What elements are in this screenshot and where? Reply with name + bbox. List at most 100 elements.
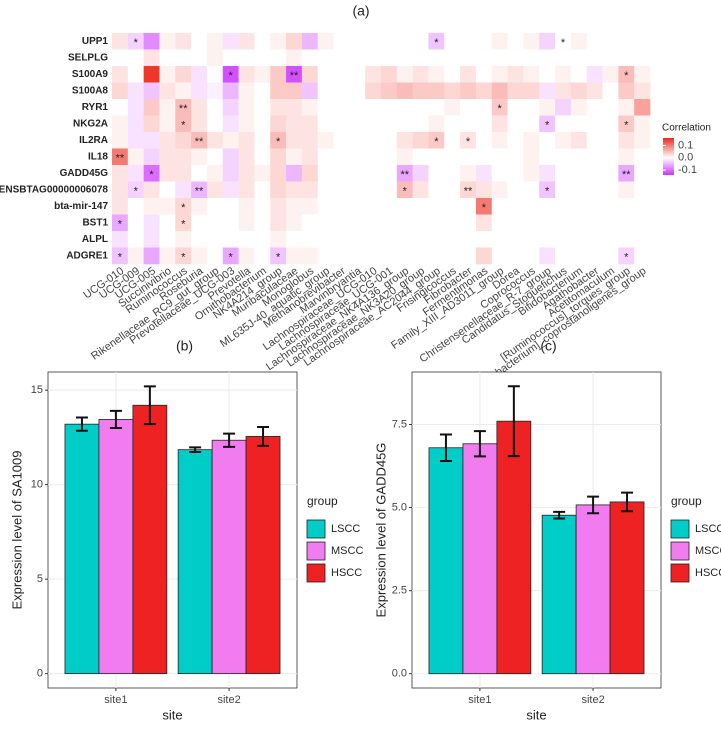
heat-cell <box>365 33 382 50</box>
heat-cell <box>586 247 603 265</box>
heat-cell <box>396 198 413 215</box>
heat-cell <box>444 49 461 67</box>
heat-cell <box>539 231 556 248</box>
heat-cell <box>286 82 303 100</box>
heat-cell <box>634 33 651 50</box>
heat-cell <box>396 115 413 133</box>
heat-cell <box>238 99 255 116</box>
heat-cell <box>254 148 271 166</box>
row-label: RYR1 <box>82 102 109 113</box>
heat-cell <box>317 115 334 133</box>
heat-cell <box>507 132 524 149</box>
heat-cell <box>301 231 319 248</box>
heat-cell <box>112 148 129 166</box>
heat-cell <box>523 198 540 215</box>
heat-cell <box>317 66 334 83</box>
heat-cell <box>412 165 429 182</box>
heat-cell <box>412 247 429 265</box>
legend-key <box>670 519 690 539</box>
heat-cell <box>586 99 603 116</box>
heat-cell <box>539 132 556 149</box>
heat-cell <box>475 148 493 166</box>
heat-cell <box>634 115 651 133</box>
y-axis-title: Expression level of GADD45G <box>373 443 388 618</box>
heat-cell <box>175 247 192 265</box>
heat-cell <box>618 66 635 83</box>
row-label: BST1 <box>82 217 108 228</box>
heat-cell <box>301 99 319 116</box>
heat-cell <box>444 247 461 265</box>
colorbar-tick-label: 0.1 <box>678 139 693 151</box>
heat-cell <box>238 33 255 50</box>
heat-cell <box>507 49 524 67</box>
heat-cell <box>618 115 635 133</box>
heat-cell <box>301 132 319 149</box>
heat-cell <box>301 165 319 182</box>
heat-cell <box>254 66 271 83</box>
heat-cell <box>286 231 303 248</box>
heat-cell <box>143 132 160 149</box>
y-tick-label: 15 <box>31 384 43 396</box>
heat-cell <box>317 132 334 149</box>
heat-cell <box>555 66 572 83</box>
heat-cell <box>475 115 493 133</box>
heat-cell <box>127 165 144 182</box>
heat-cell <box>381 115 398 133</box>
significance-mark: * <box>181 252 186 264</box>
heat-cell <box>602 181 619 199</box>
heat-cell <box>333 99 350 116</box>
heat-cell <box>428 132 445 149</box>
heat-cell <box>127 198 144 215</box>
significance-mark: ** <box>622 169 631 181</box>
heat-cell <box>602 49 619 67</box>
heat-cell <box>412 198 429 215</box>
heat-cell <box>475 214 493 232</box>
legend-title: Correlation <box>662 123 711 134</box>
heat-cell <box>412 33 429 50</box>
heat-cell <box>523 231 540 248</box>
row-label: ALPL <box>82 234 108 245</box>
heat-cell <box>238 214 255 232</box>
heat-cell <box>586 82 603 100</box>
heat-cell <box>159 247 176 265</box>
heat-cell <box>475 165 493 182</box>
heat-cell <box>159 181 176 199</box>
error-bar <box>109 409 122 429</box>
heat-cell <box>555 165 572 182</box>
heat-cell <box>175 115 192 133</box>
heat-cell <box>365 198 382 215</box>
heat-cell <box>381 231 398 248</box>
row-label: ADGRE1 <box>66 250 108 261</box>
heat-cell <box>412 132 429 149</box>
heat-cell <box>507 99 524 116</box>
heat-cell <box>301 181 319 199</box>
heat-cell <box>143 165 160 182</box>
row-label: bta-mir-147 <box>54 201 108 212</box>
heat-cell <box>238 115 255 133</box>
heat-cell <box>460 181 477 199</box>
heat-cell <box>175 165 192 182</box>
heat-cell <box>586 66 603 83</box>
heat-cell <box>206 214 224 232</box>
heat-cell <box>634 247 651 265</box>
heat-cell <box>112 181 129 199</box>
bar <box>541 514 577 675</box>
bar <box>64 423 100 675</box>
legend-label: MSCC <box>331 545 363 557</box>
heat-cell <box>602 214 619 232</box>
heat-cell <box>555 181 572 199</box>
heat-cell <box>444 165 461 182</box>
significance-mark: ** <box>464 186 473 198</box>
heat-cell <box>428 247 445 265</box>
heat-cell <box>491 247 508 265</box>
heat-cell <box>444 33 461 50</box>
heat-cell <box>507 66 524 83</box>
heat-cell <box>555 82 572 100</box>
heat-cell <box>491 115 508 133</box>
significance-mark: * <box>498 103 503 115</box>
heat-cell <box>523 132 540 149</box>
heat-cell <box>349 181 366 199</box>
heat-cell <box>317 165 334 182</box>
heat-cell <box>127 49 144 67</box>
y-axis-title: Expression level of SA1009 <box>9 451 24 610</box>
